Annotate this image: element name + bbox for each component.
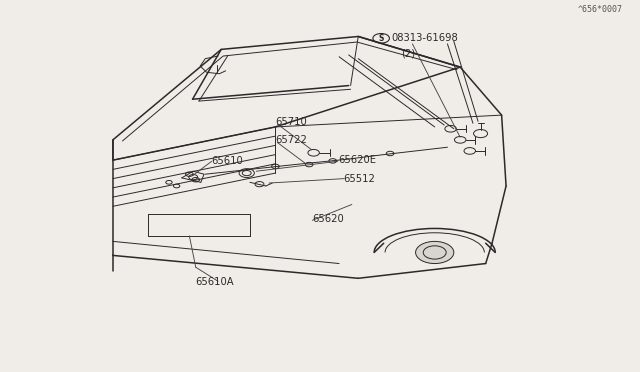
Text: S: S	[378, 34, 384, 43]
Text: 65620: 65620	[312, 214, 344, 224]
Text: 65722: 65722	[275, 135, 307, 145]
Text: (2): (2)	[401, 48, 416, 58]
Text: 65610: 65610	[212, 156, 243, 166]
Circle shape	[415, 241, 454, 263]
Text: ^656*0007: ^656*0007	[578, 5, 623, 14]
Text: 65610A: 65610A	[196, 277, 234, 287]
Text: 65512: 65512	[343, 174, 375, 184]
Text: 65620E: 65620E	[338, 155, 376, 165]
Text: 65710: 65710	[275, 118, 307, 128]
Text: 08313-61698: 08313-61698	[392, 33, 458, 43]
